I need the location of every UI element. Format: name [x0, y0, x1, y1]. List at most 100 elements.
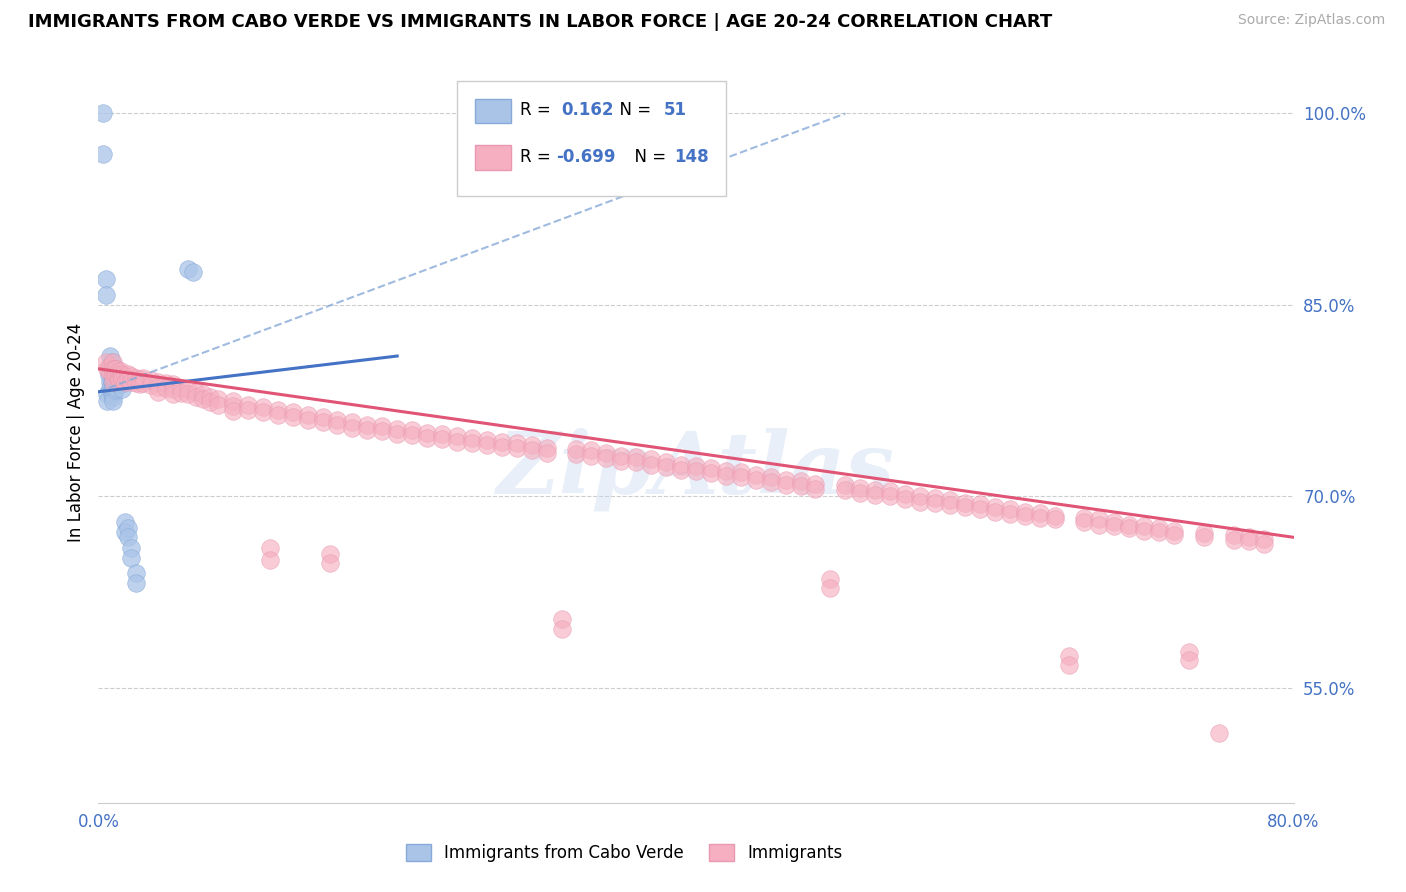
Point — [984, 505, 1007, 519]
Point — [789, 479, 811, 493]
Point — [1253, 532, 1275, 546]
Point — [1133, 524, 1156, 538]
Point — [107, 370, 129, 384]
Point — [162, 377, 184, 392]
Point — [1104, 515, 1126, 529]
Point — [565, 442, 588, 457]
Point — [1088, 512, 1111, 526]
Point — [125, 370, 148, 384]
Point — [1208, 725, 1230, 739]
Text: IMMIGRANTS FROM CABO VERDE VS IMMIGRANTS IN LABOR FORCE | AGE 20-24 CORRELATION : IMMIGRANTS FROM CABO VERDE VS IMMIGRANTS… — [28, 13, 1052, 31]
Point — [110, 364, 132, 378]
Point — [879, 484, 901, 499]
Point — [685, 464, 707, 478]
Point — [94, 272, 117, 286]
Point — [820, 573, 842, 587]
Point — [908, 494, 931, 508]
Point — [759, 470, 782, 484]
Point — [117, 372, 139, 386]
Point — [1043, 512, 1066, 526]
Point — [177, 382, 200, 396]
Point — [155, 376, 177, 390]
Point — [162, 382, 184, 396]
Point — [148, 384, 170, 399]
FancyBboxPatch shape — [457, 81, 725, 195]
Point — [129, 377, 152, 392]
Point — [103, 368, 125, 383]
Text: R =: R = — [520, 101, 561, 119]
Point — [834, 483, 856, 497]
Point — [714, 469, 737, 483]
Point — [103, 361, 125, 376]
Point — [804, 476, 827, 491]
Point — [97, 364, 120, 378]
Point — [595, 446, 617, 460]
Point — [953, 500, 976, 514]
Point — [297, 408, 319, 422]
Point — [475, 434, 498, 448]
Point — [1223, 533, 1246, 547]
Point — [475, 438, 498, 452]
Point — [385, 422, 409, 436]
Point — [1192, 530, 1215, 544]
Point — [1073, 511, 1095, 525]
Point — [924, 491, 946, 505]
Point — [184, 384, 207, 399]
Point — [1118, 521, 1140, 535]
Point — [775, 478, 797, 492]
Point — [103, 381, 125, 395]
Point — [111, 377, 134, 392]
Point — [104, 384, 127, 398]
Point — [125, 576, 148, 591]
Point — [129, 372, 152, 386]
Point — [1223, 527, 1246, 541]
Point — [939, 493, 962, 508]
Point — [430, 426, 453, 441]
Point — [162, 387, 184, 401]
Point — [1178, 653, 1201, 667]
Point — [281, 405, 304, 419]
Point — [117, 367, 139, 381]
Point — [1147, 521, 1170, 535]
Point — [98, 359, 122, 374]
Point — [491, 434, 513, 449]
Point — [655, 455, 678, 469]
Point — [730, 465, 752, 479]
Point — [98, 349, 122, 363]
Text: 148: 148 — [675, 148, 709, 166]
Point — [1118, 517, 1140, 532]
Point — [103, 368, 125, 383]
Point — [759, 475, 782, 490]
Point — [169, 386, 191, 401]
Point — [1059, 657, 1081, 672]
Point — [834, 478, 856, 492]
Point — [104, 367, 127, 381]
Point — [207, 392, 229, 407]
Point — [461, 435, 484, 450]
Point — [222, 399, 245, 413]
Point — [252, 400, 274, 414]
Point — [520, 443, 543, 458]
Point — [101, 368, 124, 383]
Point — [120, 541, 142, 555]
Point — [550, 622, 572, 636]
Point — [939, 499, 962, 513]
Point — [103, 375, 125, 389]
Point — [1192, 526, 1215, 541]
Point — [610, 449, 633, 463]
Point — [385, 426, 409, 441]
Point — [446, 429, 468, 443]
Point — [969, 497, 991, 511]
Point — [108, 372, 131, 386]
Point — [550, 612, 572, 626]
Point — [222, 404, 245, 418]
Text: N =: N = — [609, 101, 661, 119]
Point — [371, 419, 394, 434]
Point — [103, 393, 125, 408]
Point — [685, 458, 707, 473]
Point — [536, 441, 558, 455]
Point — [319, 547, 342, 561]
Point — [103, 355, 125, 369]
Point — [114, 525, 136, 540]
Point — [200, 395, 222, 409]
